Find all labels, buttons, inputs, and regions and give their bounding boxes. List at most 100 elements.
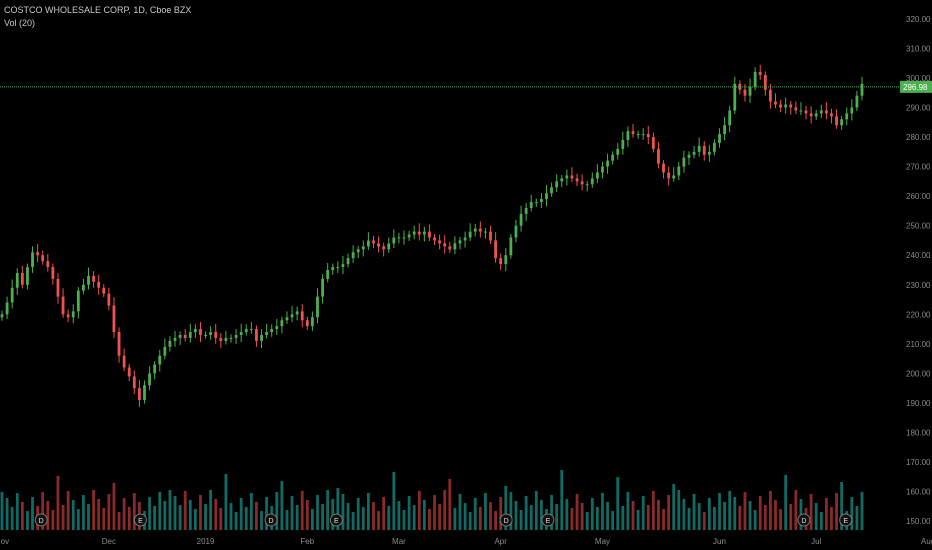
volume-bar	[351, 512, 355, 530]
candle-body	[529, 202, 533, 208]
candle-body	[499, 258, 503, 265]
volume-bar	[412, 505, 416, 530]
event-marker	[34, 513, 48, 527]
candle-body	[799, 110, 803, 112]
volume-bar	[366, 493, 370, 530]
event-marker-label: D	[39, 518, 44, 525]
volume-bar	[336, 488, 340, 530]
volume-bar	[5, 498, 9, 530]
candle-body	[473, 228, 477, 232]
candle-body	[397, 237, 401, 239]
volume-bar	[20, 502, 24, 530]
volume-bar	[331, 499, 335, 530]
y-tick-label: 180.00	[906, 429, 931, 438]
volume-bar	[326, 490, 330, 530]
y-tick-label: 170.00	[906, 458, 931, 467]
candle-body	[677, 166, 681, 176]
volume-bar	[448, 479, 452, 530]
y-tick-label: 240.00	[906, 251, 931, 260]
candle-body	[280, 320, 284, 327]
volume-indicator-label: Vol (20)	[4, 18, 36, 28]
candle-body	[850, 107, 854, 114]
candle-body	[82, 284, 85, 291]
candle-body	[763, 75, 767, 90]
volume-bar	[789, 504, 793, 530]
candle-body	[814, 113, 818, 117]
candle-body	[326, 270, 330, 279]
y-tick-label: 190.00	[906, 399, 931, 408]
volume-bar	[199, 495, 202, 530]
volume-bar	[168, 490, 172, 530]
candle-body	[204, 335, 207, 336]
candle-body	[682, 157, 686, 167]
volume-bar	[173, 496, 177, 530]
last-price-label: 296.98	[903, 83, 928, 92]
volume-bar	[265, 497, 269, 530]
y-tick-label: 250.00	[906, 222, 931, 231]
candle-body	[774, 101, 777, 105]
candle-body	[651, 137, 655, 149]
candle-body	[255, 329, 258, 341]
candle-body	[570, 175, 574, 179]
candle-body	[723, 125, 727, 135]
volume-bar	[478, 507, 482, 530]
x-tick-label: Mar	[392, 537, 406, 546]
y-tick-label: 290.00	[906, 104, 931, 113]
volume-bar	[117, 512, 121, 530]
candle-body	[382, 246, 386, 250]
candle-body	[158, 355, 162, 365]
volume-bar	[178, 505, 182, 530]
y-tick-label: 160.00	[906, 488, 931, 497]
volume-bar	[295, 505, 299, 530]
volume-bar	[489, 502, 492, 530]
candle-body	[188, 332, 192, 338]
volume-bar	[713, 507, 716, 530]
candle-body	[560, 178, 564, 182]
volume-bar	[56, 476, 60, 530]
volume-bar	[763, 505, 767, 530]
volume-bar	[835, 493, 838, 530]
volume-bar	[209, 490, 213, 530]
volume-bar	[824, 498, 828, 530]
candle-body	[36, 252, 40, 256]
candle-body	[290, 314, 294, 318]
volume-bar	[341, 494, 345, 530]
volume-bar	[163, 501, 167, 530]
volume-bar	[692, 494, 696, 530]
candle-body	[361, 246, 365, 250]
candle-body	[87, 275, 90, 285]
y-tick-label: 320.00	[906, 15, 931, 24]
candle-body	[550, 187, 553, 194]
candle-body	[738, 83, 742, 90]
candle-body	[300, 311, 304, 321]
volume-bar	[651, 491, 655, 530]
candle-body	[534, 202, 538, 204]
volume-bar	[707, 498, 711, 530]
volume-bar	[234, 512, 238, 530]
candle-body	[127, 367, 131, 377]
candle-body	[809, 113, 813, 117]
candle-body	[351, 252, 355, 259]
y-tick-label: 260.00	[906, 192, 931, 201]
volume-bar	[753, 510, 757, 530]
volume-bar	[132, 493, 136, 530]
candle-body	[458, 240, 462, 244]
event-marker-label: E	[546, 518, 551, 525]
x-tick-label: 2019	[197, 537, 215, 546]
candle-body	[697, 145, 701, 152]
volume-bar	[585, 512, 589, 530]
volume-bar	[290, 496, 294, 530]
candle-body	[209, 332, 213, 335]
candle-body	[20, 272, 24, 285]
volume-bar	[468, 512, 472, 530]
candle-body	[219, 337, 223, 341]
candle-body	[784, 104, 788, 108]
candle-body	[137, 388, 141, 400]
volume-bar	[606, 502, 609, 530]
event-marker-label: E	[843, 518, 848, 525]
candle-body	[641, 134, 645, 136]
volume-bar	[784, 475, 788, 530]
volume-bar	[855, 506, 859, 530]
candle-body	[260, 335, 263, 341]
